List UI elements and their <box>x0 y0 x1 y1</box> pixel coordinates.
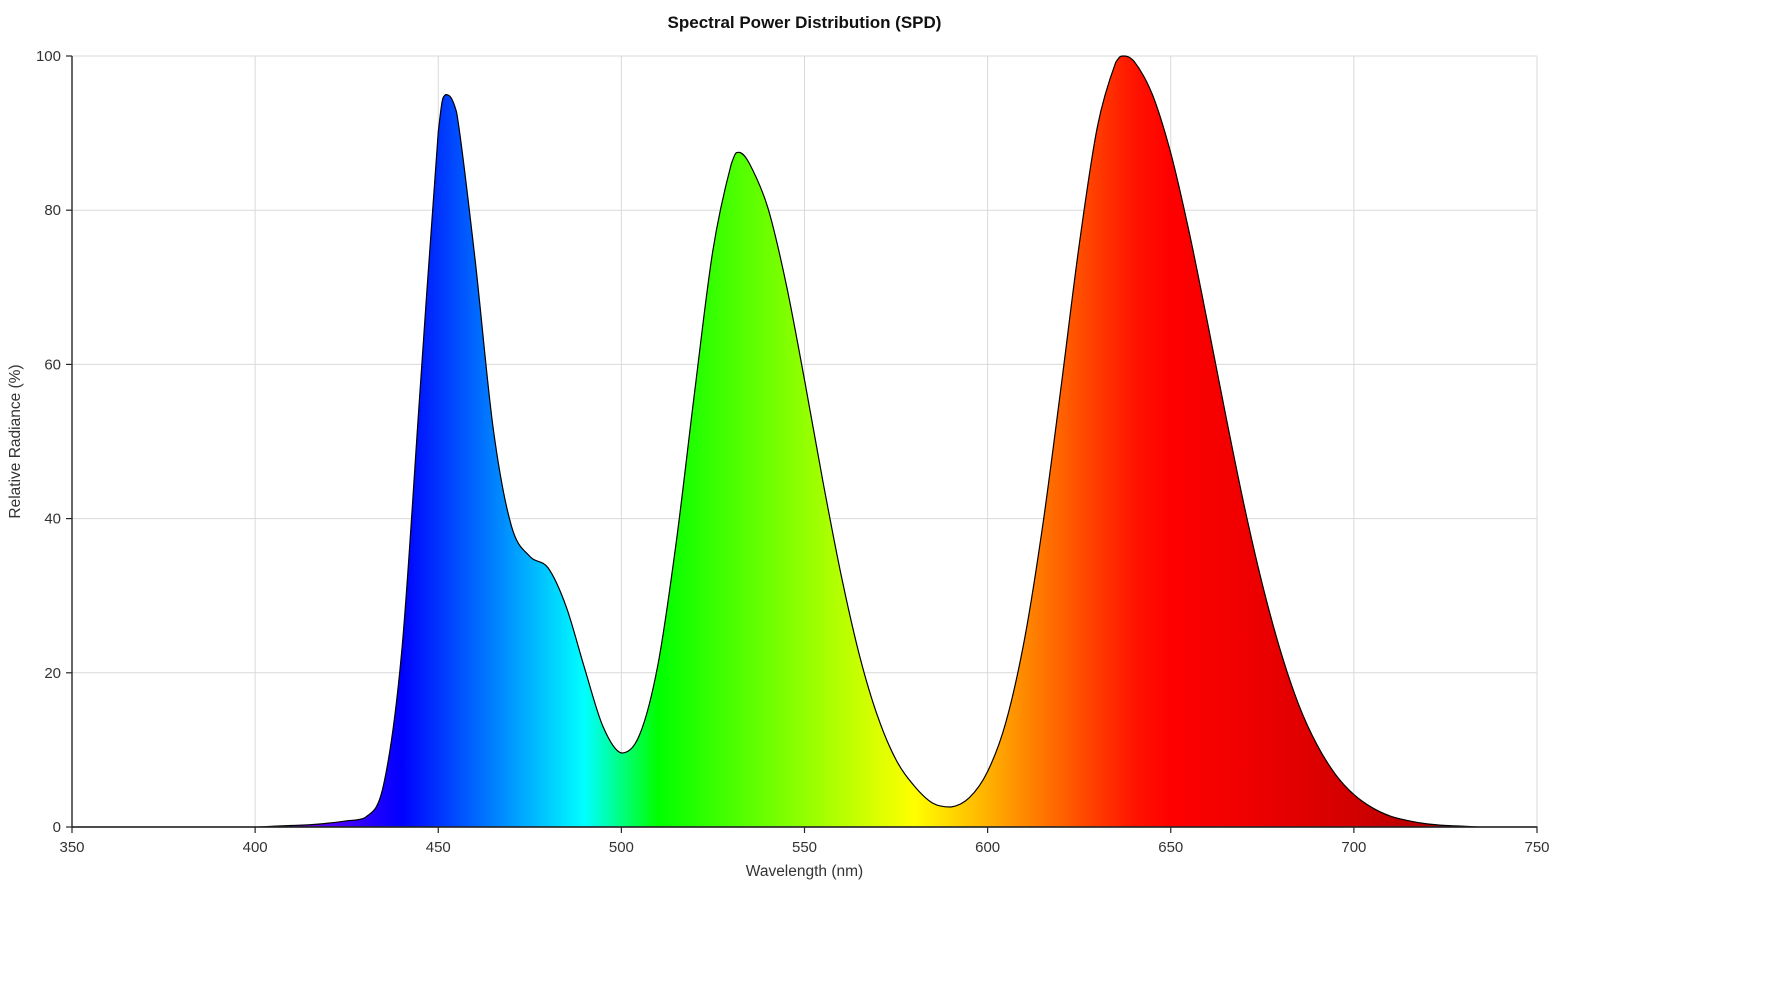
y-tick-label: 60 <box>44 356 61 373</box>
y-tick-label: 0 <box>53 819 61 836</box>
x-tick-label: 400 <box>243 839 268 856</box>
chart-title: Spectral Power Distribution (SPD) <box>668 13 942 32</box>
x-tick-label: 500 <box>609 839 634 856</box>
x-tick-label: 350 <box>59 839 84 856</box>
x-tick-label: 450 <box>426 839 451 856</box>
x-tick-label: 650 <box>1158 839 1183 856</box>
series-layer <box>71 55 1538 828</box>
label-layer: Spectral Power Distribution (SPD) Wavele… <box>7 13 941 880</box>
spd-curve <box>71 55 1538 828</box>
x-tick-label: 750 <box>1524 839 1549 856</box>
y-tick-label: 80 <box>44 202 61 219</box>
axis-layer: 350 400 450 500 550 600 650 700 750 0 20 40 60 80 100 <box>36 48 1550 856</box>
x-tick-label: 600 <box>975 839 1000 856</box>
y-tick-label: 20 <box>44 665 61 682</box>
y-tick-label: 100 <box>36 48 61 65</box>
x-tick-label: 550 <box>792 839 817 856</box>
y-axis-label: Relative Radiance (%) <box>7 364 24 518</box>
y-tick-label: 40 <box>44 511 61 528</box>
x-axis-label: Wavelength (nm) <box>746 863 863 880</box>
x-tick-label: 700 <box>1341 839 1366 856</box>
